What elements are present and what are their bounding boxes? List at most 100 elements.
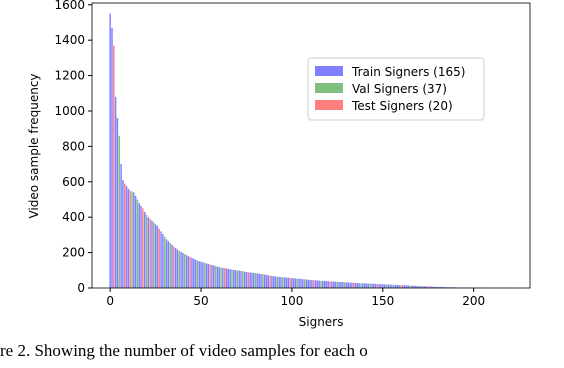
bar xyxy=(168,241,169,288)
bar xyxy=(111,28,112,288)
bar xyxy=(229,269,230,288)
bar xyxy=(159,229,160,288)
bar xyxy=(182,253,183,288)
bar xyxy=(117,118,118,288)
bar xyxy=(368,284,369,288)
bar xyxy=(362,283,363,288)
bar xyxy=(253,273,254,288)
x-tick-label: 100 xyxy=(280,294,303,308)
bar xyxy=(238,271,239,288)
bar xyxy=(269,276,270,288)
bar xyxy=(357,283,358,288)
bar xyxy=(288,278,289,288)
bar xyxy=(377,284,378,288)
bar xyxy=(189,257,190,288)
bar xyxy=(188,256,189,288)
bar xyxy=(380,284,381,288)
bar xyxy=(328,281,329,288)
bar xyxy=(115,97,116,288)
bar xyxy=(208,264,209,288)
x-tick-label: 50 xyxy=(193,294,208,308)
legend-label: Test Signers (20) xyxy=(351,99,453,113)
bar xyxy=(282,277,283,288)
x-tick-label: 0 xyxy=(106,294,114,308)
legend-label: Val Signers (37) xyxy=(352,82,447,96)
bar xyxy=(186,255,187,288)
bar xyxy=(224,268,225,288)
bar xyxy=(375,284,376,288)
y-tick-label: 1400 xyxy=(54,33,85,47)
bar xyxy=(348,283,349,288)
legend-label: Train Signers (165) xyxy=(351,65,465,79)
bar xyxy=(255,273,256,288)
bar xyxy=(373,284,374,288)
bar xyxy=(268,275,269,288)
bar xyxy=(338,282,339,288)
bar xyxy=(179,251,180,288)
bar xyxy=(129,191,130,288)
bar xyxy=(333,282,334,288)
bar xyxy=(360,283,361,288)
bar xyxy=(251,273,252,288)
bar xyxy=(231,270,232,288)
bar xyxy=(199,261,200,288)
bar xyxy=(384,284,385,288)
bar xyxy=(193,259,194,288)
bar xyxy=(300,279,301,288)
legend-swatch xyxy=(315,100,343,110)
bar xyxy=(302,279,303,288)
bar xyxy=(402,285,403,288)
y-axis-label: Video sample frequency xyxy=(27,73,41,218)
bar xyxy=(237,270,238,288)
legend-swatch xyxy=(315,66,343,76)
y-tick-label: 1600 xyxy=(54,0,85,12)
bar xyxy=(331,281,332,288)
bar xyxy=(211,265,212,288)
bar xyxy=(242,271,243,288)
bar xyxy=(277,277,278,288)
bar xyxy=(369,284,370,288)
bar xyxy=(389,285,390,288)
bar xyxy=(309,280,310,288)
bar xyxy=(397,285,398,288)
bar xyxy=(195,260,196,288)
bar xyxy=(344,282,345,288)
bar xyxy=(149,219,150,288)
bar xyxy=(355,283,356,288)
x-tick-label: 150 xyxy=(371,294,394,308)
y-tick-label: 600 xyxy=(62,175,85,189)
bar xyxy=(275,276,276,288)
bar xyxy=(213,266,214,288)
bar xyxy=(191,258,192,288)
bar xyxy=(157,226,158,288)
bar xyxy=(382,284,383,288)
bar xyxy=(155,224,156,288)
bar xyxy=(342,282,343,288)
bar xyxy=(160,231,161,288)
bar xyxy=(128,189,129,288)
bar xyxy=(293,278,294,288)
bar xyxy=(371,284,372,288)
bar xyxy=(248,272,249,288)
bar xyxy=(144,212,145,288)
bar xyxy=(400,285,401,288)
bar xyxy=(353,283,354,288)
bar xyxy=(313,280,314,288)
bar xyxy=(393,285,394,288)
bar xyxy=(364,283,365,288)
bar xyxy=(264,275,265,288)
bar xyxy=(146,215,147,288)
bar xyxy=(326,281,327,288)
bar xyxy=(235,270,236,288)
bar xyxy=(113,45,114,288)
bar xyxy=(233,270,234,288)
bar xyxy=(215,266,216,288)
bar xyxy=(164,237,165,288)
bar xyxy=(209,264,210,288)
y-tick-label: 400 xyxy=(62,210,85,224)
bar xyxy=(180,252,181,288)
legend-swatch xyxy=(315,83,343,93)
bar xyxy=(391,285,392,288)
bar xyxy=(311,280,312,288)
